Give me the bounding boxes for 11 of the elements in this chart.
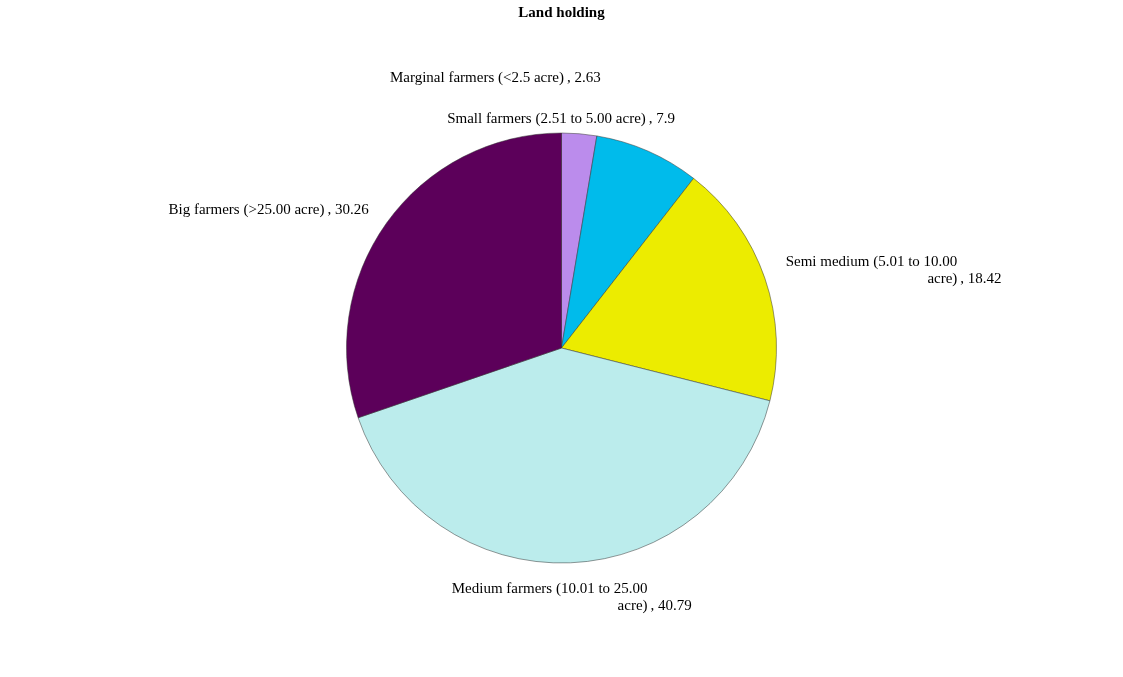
data-label: , 30.26 [327, 200, 370, 217]
data-label: , 2.63 [566, 69, 601, 86]
data-label: , 18.42 [960, 270, 1002, 287]
data-label: , 7.9 [648, 109, 676, 126]
slice-label: Small farmers (2.51 to 5.00 acre) [447, 109, 646, 127]
slice-label: Medium farmers (10.01 to 25.00 acre) [451, 579, 648, 614]
data-label: , 40.79 [650, 596, 692, 613]
slice-label: Semi medium (5.01 to 10.00 acre) [785, 253, 958, 288]
chart-title: Land holding [518, 4, 606, 20]
slice-label: Big farmers (>25.00 acre) [168, 200, 325, 218]
slice-label: Marginal farmers (<2.5 acre) [389, 69, 564, 87]
